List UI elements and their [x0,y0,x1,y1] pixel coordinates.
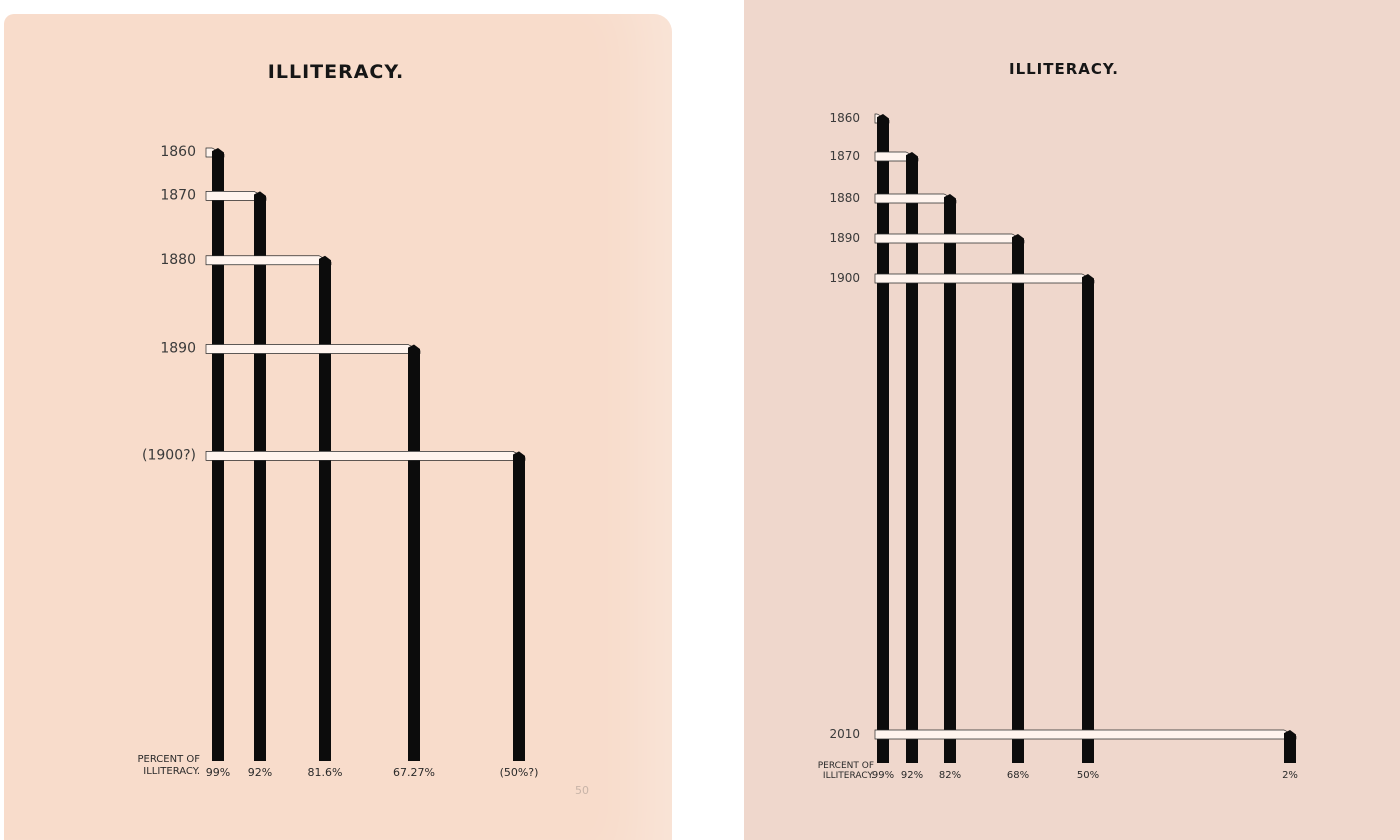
right-value-label-3: 68% [1007,770,1029,781]
right-bar-3 [1012,234,1024,763]
left-year-label-3: 1890 [160,341,196,357]
right-axis-label-line1: PERCENT OF [818,761,874,771]
right-illiteracy-chart: ILLITERACY. 1860 99% 1870 92% 1880 82% 1890 68%… [818,60,1298,781]
right-ribbon-4 [874,273,1095,284]
right-ribbon-5 [874,729,1297,740]
left-value-label-4: (50%?) [500,766,539,779]
right-year-label-4: 1900 [829,271,860,285]
left-paper-sheet [4,14,672,840]
right-value-label-5: 2% [1282,770,1298,781]
right-bar-0 [877,114,889,763]
left-bar-2 [319,255,331,762]
right-ribbon-2 [874,193,957,204]
left-bar-3 [408,344,420,761]
left-chart-title: ILLITERACY. [268,61,404,83]
left-ribbon-4 [205,451,526,461]
left-year-label-1: 1870 [160,187,196,203]
left-chart-panel: ILLITERACY. 1860 99% 1870 92% 1880 81.6% 1890 6… [0,0,680,840]
right-value-label-4: 50% [1077,770,1099,781]
right-bar-5 [1284,730,1296,763]
right-axis-label-line2: ILLITERACY. [823,771,874,781]
left-axis-label-line1: PERCENT OF [138,754,201,765]
right-value-label-2: 82% [939,770,961,781]
left-page-number: 50 [575,784,589,797]
right-bar-1 [906,152,918,763]
left-value-label-0: 99% [206,766,230,779]
right-year-label-3: 1890 [829,231,860,245]
right-bar-4 [1082,274,1094,763]
left-bar-4 [513,451,525,761]
right-paper-sheet [744,0,1400,840]
left-ribbon-3 [205,344,421,354]
left-value-label-2: 81.6% [308,766,343,779]
right-value-label-1: 92% [901,770,923,781]
right-year-label-2: 1880 [829,191,860,205]
right-year-label-1: 1870 [829,149,860,163]
left-ribbon-2 [205,255,332,266]
left-year-label-4: (1900?) [142,448,196,464]
left-axis-label-line2: ILLITERACY. [143,766,200,777]
right-value-label-0: 99% [872,770,894,781]
right-chart-title: ILLITERACY. [1009,60,1119,78]
right-year-label-0: 1860 [829,111,860,125]
left-year-label-2: 1880 [160,252,196,268]
left-value-label-3: 67.27% [393,766,435,779]
right-bar-2 [944,194,956,763]
left-bar-1 [254,191,266,761]
right-chart-panel: ILLITERACY. 1860 99% 1870 92% 1880 82% 1890 68%… [744,0,1400,840]
left-value-label-1: 92% [248,766,272,779]
left-year-label-0: 1860 [160,144,196,160]
right-ribbon-3 [874,233,1025,244]
right-year-label-5: 2010 [829,727,860,741]
left-illiteracy-chart: ILLITERACY. 1860 99% 1870 92% 1880 81.6% 1890 6… [138,61,590,797]
